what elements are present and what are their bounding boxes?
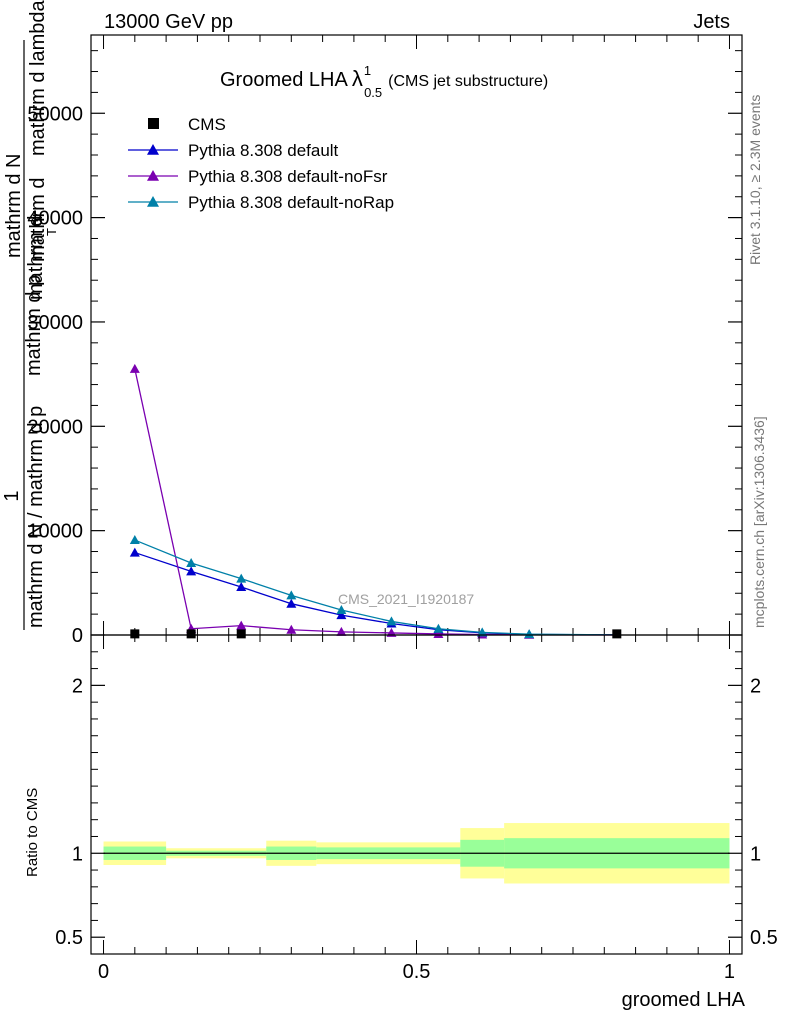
rivet-version-label: Rivet 3.1.10, ≥ 2.3M events — [747, 95, 763, 265]
main-y-tick-label: 20000 — [27, 416, 83, 438]
series-point — [336, 626, 347, 636]
series-point — [524, 629, 535, 639]
title-lambda: λ — [352, 66, 363, 91]
series-point — [236, 582, 247, 591]
series-point — [129, 547, 140, 557]
legend-label: Pythia 8.308 default-noRap — [188, 193, 394, 212]
series-point — [286, 598, 297, 608]
ratio-x-axis: 0 0.5 1 — [98, 635, 735, 983]
analysis-watermark: CMS_2021_I1920187 — [338, 591, 474, 607]
main-y-tick-label: 40000 — [27, 208, 83, 230]
ratio-y-tick-label: 1 — [72, 843, 83, 865]
series-point — [236, 620, 247, 630]
legend: CMS Pythia 8.308 default Pythia 8.308 defa… — [128, 115, 394, 212]
main-y-tick-label: 30000 — [27, 312, 83, 334]
title-rest: (CMS jet substructure) — [388, 73, 548, 90]
ylabel-line-2: mathrm d — [25, 216, 47, 300]
legend-label: Pythia 8.308 default-noFsr — [188, 167, 388, 186]
legend-marker-triangle — [147, 196, 159, 207]
ylabel-line-1: mathrm d p — [23, 275, 45, 376]
main-y-tick-label: 0 — [72, 625, 83, 647]
legend-marker-square — [148, 118, 159, 129]
ratio-y-tick-label-right: 2 — [750, 675, 761, 697]
ratio-y-axis: 0.5 0.5 1 1 2 2 — [55, 651, 778, 949]
header-energy-label: 13000 GeV pp — [104, 11, 233, 33]
header-jets-label: Jets — [693, 11, 730, 33]
series-line — [134, 539, 617, 636]
cms-data-point — [186, 629, 196, 639]
legend-label: CMS — [188, 115, 226, 134]
ylabel-line-5: mathrm d lambda — [27, 0, 49, 156]
legend-marker-triangle — [147, 144, 159, 155]
x-axis-label: groomed LHA — [622, 989, 746, 1011]
series-point — [433, 628, 444, 638]
title-sub: 0.5 — [364, 85, 382, 100]
series-point — [286, 590, 297, 600]
ratio-y-tick-label: 2 — [72, 675, 83, 697]
series-point — [129, 363, 140, 373]
ylabel-line-0: mathrm d N / mathrm d p — [25, 406, 47, 628]
cms-data-point — [130, 629, 140, 639]
ratio-y-tick-label-right: 0.5 — [750, 927, 778, 949]
ylabel-prefix: 1 — [1, 490, 23, 501]
series-point — [236, 573, 247, 583]
ratio-y-tick-label-right: 1 — [750, 843, 761, 865]
series-point — [433, 623, 444, 633]
ylabel-line-4: mathrm d N — [3, 154, 25, 258]
main-title: Groomed LHA λ1 0.5 (CMS jet substructure) — [220, 63, 548, 100]
main-y-axis-label: 1 mathrm d N / mathrm d p mathrm d p mat… — [1, 0, 59, 630]
main-y-tick-label: 50000 — [27, 103, 83, 125]
title-main: Groomed LHA — [220, 69, 348, 91]
ratio-y-tick-label: 0.5 — [55, 927, 83, 949]
series-point — [477, 627, 488, 637]
series-point — [186, 566, 197, 576]
main-y-axis: 0 10000 20000 30000 40000 50000 — [27, 50, 742, 647]
ratio-x-tick-label: 0.5 — [403, 961, 431, 983]
mcplots-label: mcplots.cern.ch [arXiv:1306.3436] — [751, 416, 767, 628]
title-sup: 1 — [364, 63, 371, 78]
series-point — [286, 624, 297, 634]
ylabel-subscript-t: T — [44, 228, 59, 236]
main-y-tick-label: 10000 — [27, 521, 83, 543]
series-point — [129, 535, 140, 545]
ratio-x-tick-label: 0 — [98, 961, 109, 983]
ratio-x-tick-label: 1 — [724, 961, 735, 983]
series-point — [336, 610, 347, 620]
ratio-y-axis-label: Ratio to CMS — [24, 788, 41, 877]
cms-data-point — [612, 629, 622, 639]
series-point — [186, 558, 197, 567]
legend-label: Pythia 8.308 default — [188, 141, 339, 160]
cms-data-point — [236, 629, 246, 639]
series-point — [336, 604, 347, 614]
ylabel-line-3: mathrm d — [27, 178, 49, 262]
series-point — [386, 616, 397, 626]
legend-marker-triangle — [147, 170, 159, 181]
ratio-plot-frame — [90, 634, 743, 955]
